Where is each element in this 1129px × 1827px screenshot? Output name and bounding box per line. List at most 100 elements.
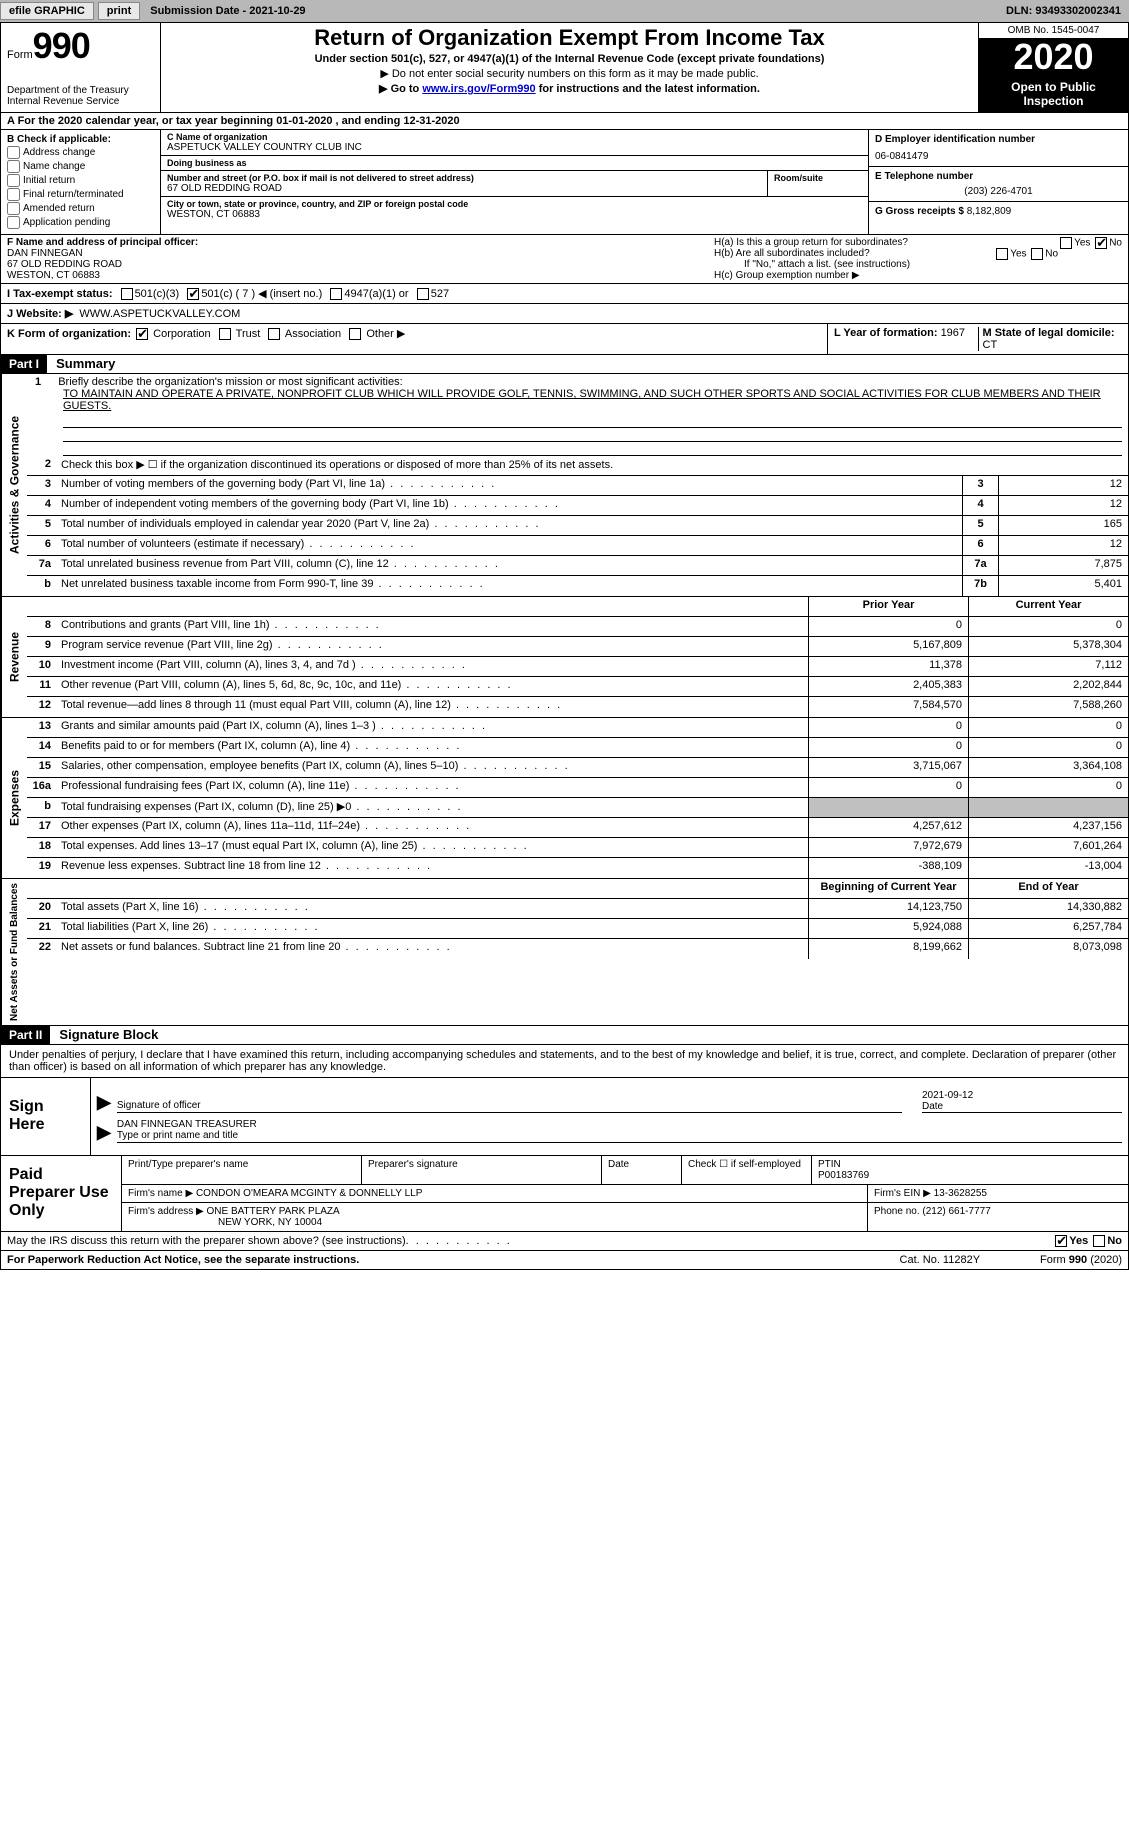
- website-value: WWW.ASPETUCKVALLEY.COM: [79, 308, 240, 320]
- i-501c[interactable]: [187, 288, 199, 300]
- exp-line-17: 17 Other expenses (Part IX, column (A), …: [27, 818, 1128, 838]
- hb-no[interactable]: [1031, 248, 1043, 260]
- box-d: D Employer identification number 06-0841…: [869, 130, 1128, 167]
- discuss-yes[interactable]: [1055, 1235, 1067, 1247]
- form-title: Return of Organization Exempt From Incom…: [167, 25, 972, 51]
- chk-application-pending[interactable]: Application pending: [7, 216, 154, 229]
- discuss-no[interactable]: [1093, 1235, 1105, 1247]
- irs-label: Internal Revenue Service: [7, 96, 154, 107]
- section-revenue: Revenue Prior Year Current Year 8 Contri…: [1, 597, 1128, 718]
- part-ii-header: Part II Signature Block: [1, 1026, 1128, 1045]
- section-governance: Activities & Governance 1 Briefly descri…: [1, 374, 1128, 597]
- chk-name-change[interactable]: Name change: [7, 160, 154, 173]
- box-b: B Check if applicable: Address change Na…: [1, 130, 161, 234]
- box-i: I Tax-exempt status: 501(c)(3) 501(c) ( …: [1, 284, 1128, 304]
- prep-firm-name: Firm's name ▶ CONDON O'MEARA MCGINTY & D…: [122, 1185, 868, 1202]
- gov-line-7a: 7a Total unrelated business revenue from…: [27, 556, 1128, 576]
- section-net-assets: Net Assets or Fund Balances Beginning of…: [1, 879, 1128, 1026]
- rev-line-8: 8 Contributions and grants (Part VIII, l…: [27, 617, 1128, 637]
- prep-sig-hdr: Preparer's signature: [362, 1156, 602, 1184]
- hb-note: If "No," attach a list. (see instruction…: [714, 259, 1122, 270]
- box-deg: D Employer identification number 06-0841…: [868, 130, 1128, 234]
- vlabel-governance: Activities & Governance: [1, 374, 27, 596]
- box-f: F Name and address of principal officer:…: [1, 235, 708, 283]
- vlabel-expenses: Expenses: [1, 718, 27, 878]
- paid-preparer-block: Paid Preparer Use Only Print/Type prepar…: [1, 1156, 1128, 1232]
- rev-line-11: 11 Other revenue (Part VIII, column (A),…: [27, 677, 1128, 697]
- prep-date-hdr: Date: [602, 1156, 682, 1184]
- gov-line-b: b Net unrelated business taxable income …: [27, 576, 1128, 596]
- catalog-number: Cat. No. 11282Y: [900, 1254, 981, 1266]
- prep-firm-ein: Firm's EIN ▶ 13-3628255: [868, 1185, 1128, 1202]
- box-b-title: B Check if applicable:: [7, 134, 154, 145]
- k-assoc[interactable]: [268, 328, 280, 340]
- i-4947[interactable]: [330, 288, 342, 300]
- vlabel-revenue: Revenue: [1, 597, 27, 717]
- exp-line-18: 18 Total expenses. Add lines 13–17 (must…: [27, 838, 1128, 858]
- chk-initial-return[interactable]: Initial return: [7, 174, 154, 187]
- tax-year: 2020: [979, 39, 1128, 76]
- form-990: Form990 Department of the Treasury Inter…: [0, 22, 1129, 1270]
- irs-link[interactable]: www.irs.gov/Form990: [422, 83, 535, 95]
- box-h: H(a) Is this a group return for subordin…: [708, 235, 1128, 283]
- mission-text: TO MAINTAIN AND OPERATE A PRIVATE, NONPR…: [63, 388, 1101, 412]
- sign-here-block: Sign Here ▶ Signature of officer 2021-09…: [1, 1077, 1128, 1156]
- header-right: OMB No. 1545-0047 2020 Open to PublicIns…: [978, 23, 1128, 112]
- box-m: M State of legal domicile: CT: [979, 327, 1123, 351]
- mission-rule-1: [63, 414, 1122, 428]
- exp-line-15: 15 Salaries, other compensation, employe…: [27, 758, 1128, 778]
- line-1-mission: 1 Briefly describe the organization's mi…: [27, 374, 1128, 414]
- city-value: WESTON, CT 06883: [167, 209, 862, 220]
- exp-line-b: b Total fundraising expenses (Part IX, c…: [27, 798, 1128, 818]
- gov-line-5: 5 Total number of individuals employed i…: [27, 516, 1128, 536]
- box-e: E Telephone number (203) 226-4701: [869, 167, 1128, 202]
- discuss-line: May the IRS discuss this return with the…: [1, 1232, 1128, 1251]
- paid-preparer-label: Paid Preparer Use Only: [1, 1156, 121, 1231]
- exp-line-14: 14 Benefits paid to or for members (Part…: [27, 738, 1128, 758]
- ha-yes[interactable]: [1060, 237, 1072, 249]
- i-501c3[interactable]: [121, 288, 133, 300]
- room-label: Room/suite: [774, 173, 862, 183]
- exp-line-13: 13 Grants and similar amounts paid (Part…: [27, 718, 1128, 738]
- box-k: K Form of organization: Corporation Trus…: [1, 324, 828, 354]
- open-to-public: Open to PublicInspection: [979, 76, 1128, 112]
- k-trust[interactable]: [219, 328, 231, 340]
- ein-value: 06-0841479: [875, 151, 1122, 162]
- rev-col-header: Prior Year Current Year: [27, 597, 1128, 617]
- hb-yes[interactable]: [996, 248, 1008, 260]
- chk-address-change[interactable]: Address change: [7, 146, 154, 159]
- perjury-statement: Under penalties of perjury, I declare th…: [1, 1045, 1128, 1077]
- exp-line-19: 19 Revenue less expenses. Subtract line …: [27, 858, 1128, 878]
- print-button[interactable]: print: [98, 2, 140, 20]
- hc-text: H(c) Group exemption number ▶: [714, 270, 1122, 281]
- box-l: L Year of formation: 1967: [834, 327, 979, 351]
- officer-name-field: DAN FINNEGAN TREASURERType or print name…: [117, 1119, 1122, 1143]
- efile-graphic-button[interactable]: efile GRAPHIC: [0, 2, 94, 20]
- prep-selfemp[interactable]: Check ☐ if self-employed: [682, 1156, 812, 1184]
- chk-final-return[interactable]: Final return/terminated: [7, 188, 154, 201]
- exp-line-16a: 16a Professional fundraising fees (Part …: [27, 778, 1128, 798]
- submission-date-label: Submission Date - 2021-10-29: [144, 5, 311, 17]
- k-other[interactable]: [349, 328, 361, 340]
- i-527[interactable]: [417, 288, 429, 300]
- efile-topbar: efile GRAPHIC print Submission Date - 20…: [0, 0, 1129, 22]
- form-subtitle: Under section 501(c), 527, or 4947(a)(1)…: [167, 53, 972, 65]
- net-line-20: 20 Total assets (Part X, line 16) 14,123…: [27, 899, 1128, 919]
- officer-signature-field[interactable]: Signature of officer: [117, 1084, 902, 1113]
- ha-no[interactable]: [1095, 237, 1107, 249]
- chk-amended-return[interactable]: Amended return: [7, 202, 154, 215]
- sign-here-label: Sign Here: [1, 1078, 91, 1155]
- name-arrow-icon: ▶: [97, 1122, 111, 1143]
- vlabel-net: Net Assets or Fund Balances: [1, 879, 27, 1025]
- header-left: Form990 Department of the Treasury Inter…: [1, 23, 161, 112]
- form-note-2: ▶ Go to www.irs.gov/Form990 for instruct…: [167, 82, 972, 95]
- mission-rule-3: [63, 442, 1122, 456]
- form-note-1: ▶ Do not enter social security numbers o…: [167, 67, 972, 80]
- k-corp[interactable]: [136, 328, 148, 340]
- gross-receipts: 8,182,809: [967, 206, 1012, 217]
- gov-line-3: 3 Number of voting members of the govern…: [27, 476, 1128, 496]
- prep-firm-phone: Phone no. (212) 661-7777: [868, 1203, 1128, 1231]
- rev-line-12: 12 Total revenue—add lines 8 through 11 …: [27, 697, 1128, 717]
- box-g: G Gross receipts $ 8,182,809: [869, 202, 1128, 221]
- org-name-label: C Name of organization: [167, 132, 862, 142]
